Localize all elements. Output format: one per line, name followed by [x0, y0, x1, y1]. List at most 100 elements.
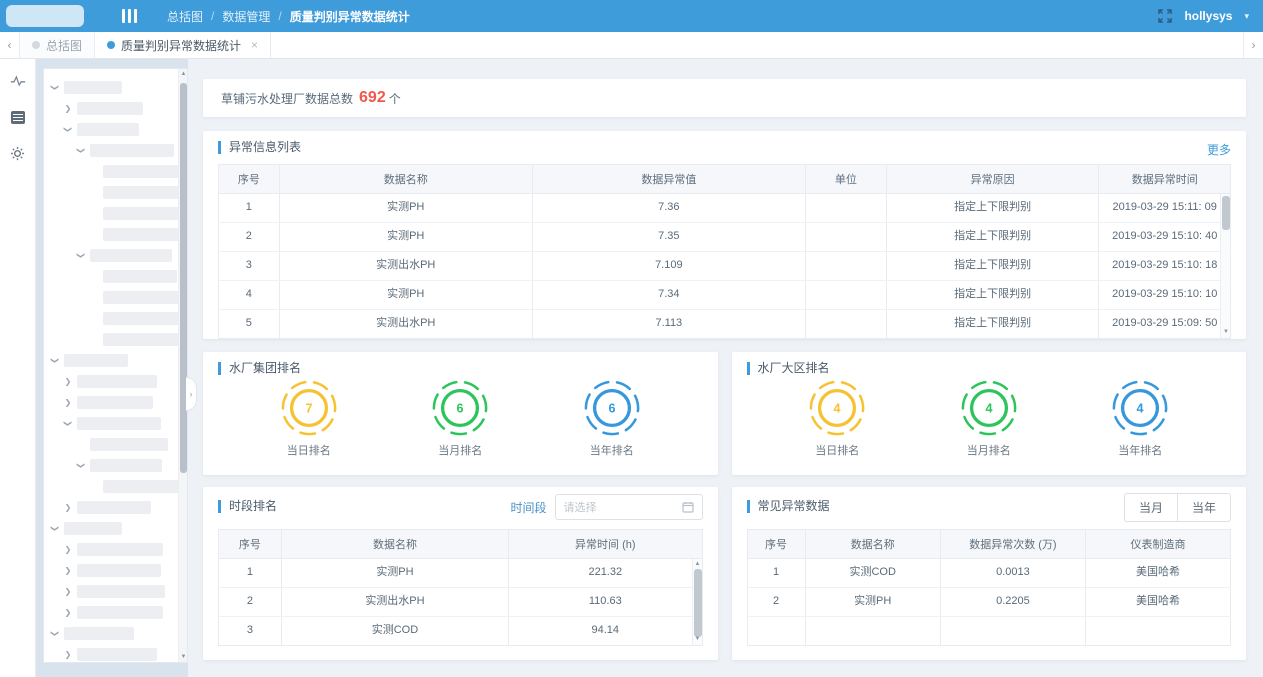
tree-item[interactable]: ❯	[48, 602, 185, 623]
scroll-down-icon[interactable]: ▼	[179, 654, 188, 660]
tree-item[interactable]	[48, 287, 185, 308]
tab-overview[interactable]: 总括图	[20, 32, 95, 58]
ranking-label: 当月排名	[967, 442, 1011, 458]
table-row[interactable]: 5实测出水PH7.113指定上下限判别2019-03-29 15:09: 50	[219, 310, 1231, 339]
table-scrollbar[interactable]: ▼	[1220, 194, 1230, 338]
tree-item[interactable]: ❯	[48, 455, 185, 476]
redacted-tree-label	[103, 207, 185, 220]
tab-quality-abnormal-stats[interactable]: 质量判别异常数据统计 ×	[95, 32, 271, 58]
chevron-down-icon[interactable]: ❯	[51, 629, 60, 639]
chevron-right-icon[interactable]: ❯	[63, 566, 73, 575]
tree-item[interactable]: ❯	[48, 497, 185, 518]
tree-item[interactable]: ❯	[48, 392, 185, 413]
chevron-down-icon[interactable]: ❯	[77, 461, 86, 471]
table-row[interactable]: 1实测PH221.32	[219, 559, 703, 588]
table-row[interactable]: 3实测COD94.14	[219, 617, 703, 646]
tree-item[interactable]: ❯	[48, 245, 185, 266]
tree-item[interactable]: ❯	[48, 350, 185, 371]
current-year-button[interactable]: 当年	[1177, 493, 1231, 522]
chevron-down-icon[interactable]: ❯	[51, 83, 60, 93]
table-scrollbar[interactable]: ▲ ▼	[692, 559, 702, 645]
scroll-up-icon[interactable]: ▲	[179, 71, 188, 77]
tree-item[interactable]	[48, 182, 185, 203]
breadcrumb-item-overview[interactable]: 总括图	[167, 8, 203, 25]
scrollbar-thumb[interactable]	[694, 569, 702, 637]
column-header: 序号	[219, 530, 282, 559]
tree-item[interactable]: ❯	[48, 644, 185, 662]
chevron-right-icon[interactable]: ❯	[63, 650, 73, 659]
chevron-right-icon[interactable]: ❯	[63, 104, 73, 113]
menu-icon[interactable]	[122, 9, 137, 23]
list-panel-icon[interactable]	[10, 109, 26, 125]
chevron-down-icon[interactable]: ▾	[1244, 11, 1249, 22]
tree-item[interactable]: ❯	[48, 371, 185, 392]
tree-item[interactable]: ❯	[48, 98, 185, 119]
chevron-right-icon[interactable]: ❯	[63, 587, 73, 596]
chevron-right-icon[interactable]: ❯	[63, 503, 73, 512]
tree-item[interactable]	[48, 308, 185, 329]
table-row[interactable]: 3实测出水PH7.109指定上下限判别2019-03-29 15:10: 18	[219, 252, 1231, 281]
chevron-down-icon[interactable]: ❯	[64, 419, 73, 429]
top-header: 总括图 / 数据管理 / 质量判别异常数据统计 hollysys ▾	[0, 0, 1263, 32]
tree-item[interactable]: ❯	[48, 560, 185, 581]
scrollbar-thumb[interactable]	[1222, 196, 1230, 230]
table-cell: 实测PH	[281, 559, 508, 588]
table-row[interactable]: 1实测PH7.36指定上下限判别2019-03-29 15:11: 09	[219, 194, 1231, 223]
chevron-right-icon[interactable]: ❯	[63, 377, 73, 386]
user-menu[interactable]: hollysys	[1184, 9, 1232, 23]
tree-item[interactable]: ❯	[48, 518, 185, 539]
gear-icon[interactable]	[10, 145, 26, 161]
chevron-down-icon[interactable]: ❯	[77, 251, 86, 261]
ranking-badge: 4 当月排名	[960, 379, 1018, 458]
sidebar-scrollbar[interactable]: ▲ ▼	[178, 69, 187, 662]
tree-item[interactable]: ❯	[48, 77, 185, 98]
table-row[interactable]: 4实测PH7.34指定上下限判别2019-03-29 15:10: 10	[219, 281, 1231, 310]
chevron-right-icon[interactable]: ❯	[63, 608, 73, 617]
select-placeholder: 请选择	[564, 499, 682, 515]
more-link[interactable]: 更多	[1207, 141, 1231, 158]
plant-tree[interactable]: ❯ ❯ ❯ ❯ ❯	[44, 69, 187, 662]
breadcrumb-item-current: 质量判别异常数据统计	[290, 8, 410, 25]
chevron-right-icon[interactable]: ❯	[63, 398, 73, 407]
table-row[interactable]: 2实测出水PH110.63	[219, 588, 703, 617]
scroll-up-icon[interactable]: ▲	[693, 560, 703, 569]
tree-item[interactable]	[48, 476, 185, 497]
scroll-down-icon[interactable]: ▼	[1221, 328, 1231, 337]
tree-item[interactable]	[48, 266, 185, 287]
tree-item[interactable]	[48, 161, 185, 182]
fullscreen-icon[interactable]	[1158, 9, 1172, 23]
tree-item[interactable]: ❯	[48, 119, 185, 140]
tree-item[interactable]: ❯	[48, 581, 185, 602]
tree-item[interactable]	[48, 329, 185, 350]
chevron-down-icon[interactable]: ❯	[64, 125, 73, 135]
scroll-down-icon[interactable]: ▼	[693, 635, 703, 644]
current-month-button[interactable]: 当月	[1124, 493, 1177, 522]
chevron-right-icon[interactable]: ❯	[63, 545, 73, 554]
chevron-down-icon[interactable]: ❯	[51, 524, 60, 534]
tree-item[interactable]	[48, 203, 185, 224]
tree-item[interactable]: ❯	[48, 623, 185, 644]
tree-item[interactable]: ❯	[48, 140, 185, 161]
tab-scroll-right-button[interactable]: ›	[1243, 32, 1263, 58]
scrollbar-thumb[interactable]	[180, 83, 187, 473]
redacted-tree-label	[77, 543, 163, 556]
tree-item[interactable]: ❯	[48, 539, 185, 560]
time-range-select[interactable]: 请选择	[555, 494, 703, 520]
tree-item[interactable]	[48, 224, 185, 245]
table-cell: 实测PH	[805, 588, 940, 617]
close-icon[interactable]: ×	[251, 38, 258, 52]
tree-item[interactable]: ❯	[48, 413, 185, 434]
table-row[interactable]: 2实测PH7.35指定上下限判别2019-03-29 15:10: 40	[219, 223, 1231, 252]
chevron-down-icon[interactable]: ❯	[51, 356, 60, 366]
group-ranking-circles: 7 当日排名 6 当月排名 6 当年排名	[203, 379, 718, 458]
trend-monitor-icon[interactable]	[10, 73, 26, 89]
tab-scroll-left-button[interactable]: ‹	[0, 32, 20, 58]
table-row[interactable]: 2实测PH0.2205美国哈希	[747, 588, 1231, 617]
tree-item[interactable]	[48, 434, 185, 455]
breadcrumb-item-data-management[interactable]: 数据管理	[222, 8, 270, 25]
column-header: 数据异常值	[532, 165, 805, 194]
table-row[interactable]: 1实测COD0.0013美国哈希	[747, 559, 1231, 588]
chevron-down-icon[interactable]: ❯	[77, 146, 86, 156]
table-cell	[805, 617, 940, 646]
column-header: 数据名称	[281, 530, 508, 559]
